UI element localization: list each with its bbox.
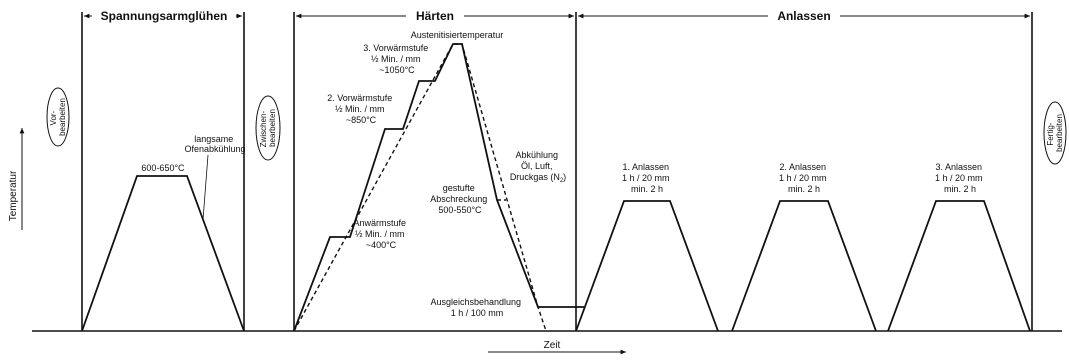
tempering-2-label: 2. Anlassen 1 h / 20 mm min. 2 h (779, 162, 829, 194)
profile-tempering-2 (731, 200, 877, 332)
y-axis-label: Temperatur (8, 170, 19, 221)
step-fertigbearbeiten: Fertig- bearbeiten (1043, 101, 1067, 165)
step-vorbearbeiten-line2: bearbeiten (58, 98, 67, 136)
step-fertigbearbeiten-line1: Fertig- (1046, 122, 1055, 145)
profile-hardening (293, 43, 584, 332)
header-spannungsarmgluehen: Spannungsarmglühen (101, 9, 228, 23)
profile-tempering-1 (575, 200, 719, 332)
step-fertigbearbeiten-line2: bearbeiten (1055, 114, 1064, 152)
hardening-austenit: Austenitisiertemperatur (411, 30, 504, 40)
step-vorbearbeiten: Vor- bearbeiten (46, 87, 70, 147)
hardening-stepped: gestufte Abschreckung 500-550°C (430, 183, 490, 215)
step-vorbearbeiten-line1: Vor- (49, 110, 58, 125)
header-anlassen: Anlassen (777, 9, 830, 23)
stress-relief-temp: 600-650°C (141, 163, 185, 173)
svg-text:Vor- bearbeiten: Vor- bearbeiten (49, 98, 67, 136)
hardening-stage2: 2. Vorwärmstufe ½ Min. / mm ~850°C (327, 93, 395, 125)
step-zwischenbearbeiten: Zwischen- bearbeiten (255, 95, 281, 161)
hardening-cooling: Abkühlung Öl, Luft, Druckgas (N2) (510, 150, 566, 184)
svg-text:Fertig- bearbeiten: Fertig- bearbeiten (1046, 114, 1064, 152)
hardening-stage1: Anwärmstufe ½ Min. / mm ~400°C (353, 218, 408, 250)
tempering-1-label: 1. Anlassen 1 h / 20 mm min. 2 h (622, 162, 672, 194)
stress-relief-cooling: langsame Ofenabkühlung (184, 134, 245, 154)
profile-hardening-direct (293, 43, 547, 332)
hardening-equalize: Ausgleichsbehandlung 1 h / 100 mm (430, 297, 523, 318)
header-haerten: Härten (416, 9, 454, 23)
tempering-3-label: 3. Anlassen 1 h / 20 mm min. 2 h (935, 162, 985, 194)
hardening-stage3: 3. Vorwärmstufe ½ Min. / mm ~1050°C (363, 43, 431, 75)
step-zwischenbearbeiten-line2: bearbeiten (268, 109, 277, 147)
profile-stress-relief (81, 175, 245, 332)
svg-text:Zwischen- bearbeiten: Zwischen- bearbeiten (259, 109, 277, 148)
x-axis-label: Zeit (544, 340, 561, 351)
step-zwischenbearbeiten-line1: Zwischen- (259, 111, 268, 148)
stress-relief-leader (202, 154, 209, 221)
profile-tempering-3 (887, 200, 1031, 332)
